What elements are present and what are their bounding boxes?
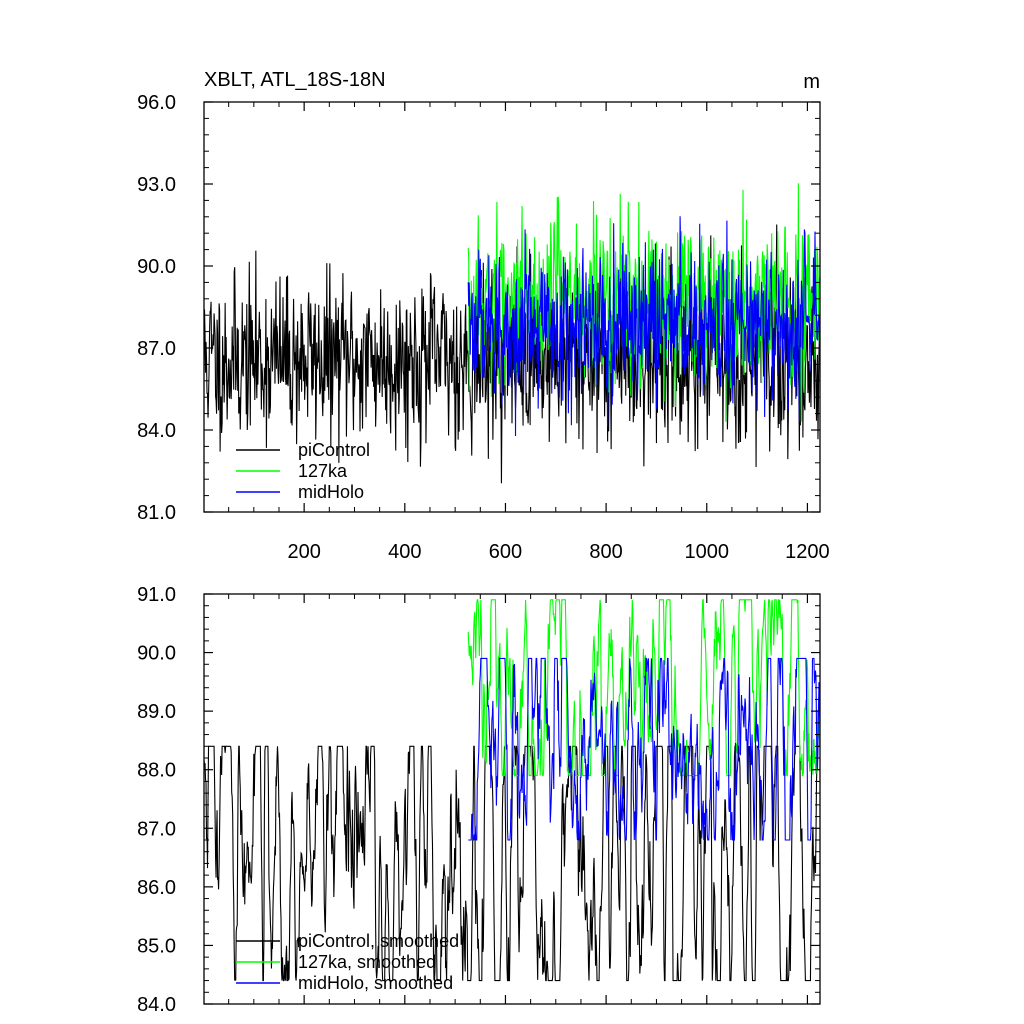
series-line-picontrol xyxy=(203,224,821,484)
bottom-panel: 84.0 85.0 86.0 87.0 88.0 89.0 90.0 91.0 piContr… xyxy=(137,584,821,1016)
x-tick-label: 200 xyxy=(287,541,320,563)
legend-label: 127ka, smoothed xyxy=(298,952,436,972)
y-tick-label: 86.0 xyxy=(137,877,176,899)
y-tick-label: 85.0 xyxy=(137,935,176,957)
bottom-plot-frame xyxy=(203,593,821,1005)
y-tick-label: 87.0 xyxy=(137,338,176,360)
series-line-127ka-smoothed xyxy=(467,599,821,778)
bottom-ticks: 84.0 85.0 86.0 87.0 88.0 89.0 90.0 91.0 xyxy=(137,584,820,1016)
legend-label: midHolo xyxy=(298,482,364,502)
legend-label: 127ka xyxy=(298,461,348,481)
chart-title: XBLT, ATL_18S-18N xyxy=(204,69,386,91)
legend-label: piControl xyxy=(298,440,370,460)
series-line-midholo xyxy=(467,216,821,436)
bottom-series-group xyxy=(203,599,821,983)
top-ticks: 81.0 84.0 87.0 90.0 93.0 96.0 200 400 600 800 1000… xyxy=(137,92,830,563)
legend-label: midHolo, smoothed xyxy=(298,973,453,993)
y-tick-label: 93.0 xyxy=(137,174,176,196)
x-tick-label: 800 xyxy=(589,541,622,563)
y-tick-label: 90.0 xyxy=(137,643,176,665)
y-tick-label: 88.0 xyxy=(137,760,176,782)
top-series-group xyxy=(203,183,821,484)
legend-label: piControl, smoothed xyxy=(298,931,459,951)
top-panel: XBLT, ATL_18S-18N m 81.0 84.0 87.0 90.0 93.0… xyxy=(137,69,830,563)
x-tick-label: 400 xyxy=(388,541,421,563)
top-plot-frame xyxy=(203,101,821,513)
y-tick-label: 84.0 xyxy=(137,994,176,1016)
y-tick-label: 81.0 xyxy=(137,502,176,524)
y-tick-label: 84.0 xyxy=(137,420,176,442)
y-tick-label: 89.0 xyxy=(137,701,176,723)
x-tick-label: 600 xyxy=(489,541,522,563)
series-line-midholo-smoothed xyxy=(468,657,821,841)
y-tick-label: 91.0 xyxy=(137,584,176,606)
y-tick-label: 90.0 xyxy=(137,256,176,278)
x-tick-label: 1000 xyxy=(685,541,730,563)
units-label: m xyxy=(803,71,820,93)
y-tick-label: 87.0 xyxy=(137,818,176,840)
x-tick-label: 1200 xyxy=(785,541,830,563)
y-tick-label: 96.0 xyxy=(137,92,176,114)
